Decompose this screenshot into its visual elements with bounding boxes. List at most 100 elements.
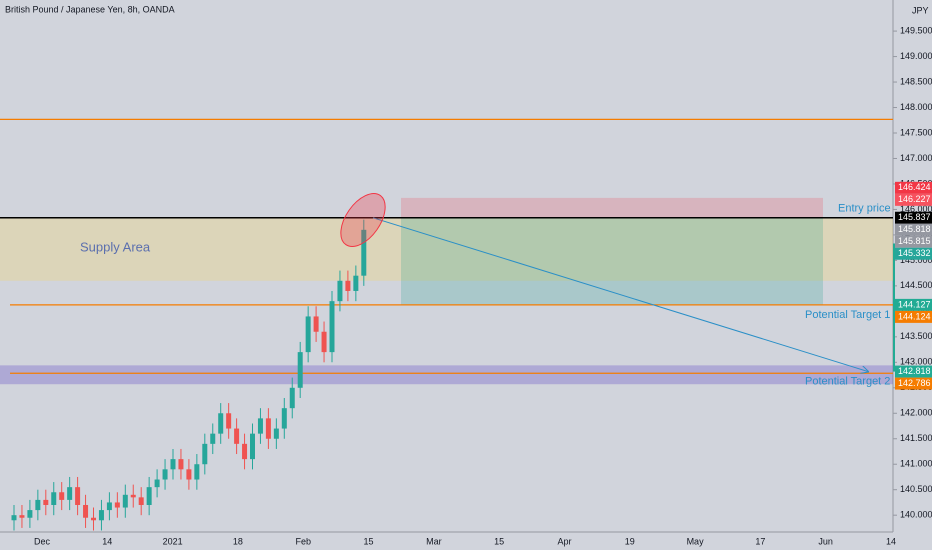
target-label: Potential Target 2	[805, 375, 890, 387]
price-label-bg	[895, 181, 932, 194]
price-label: 145.837	[898, 212, 931, 222]
x-tick-label: 15	[494, 536, 504, 546]
price-label: 145.818	[898, 224, 931, 234]
y-tick-label: 140.000	[900, 510, 932, 520]
candle-body	[321, 331, 327, 353]
y-tick-label: 141.000	[900, 459, 932, 469]
candle-body	[146, 487, 152, 505]
y-tick-label: 149.000	[900, 51, 932, 61]
price-label-bg	[895, 365, 932, 378]
highlight-ellipse	[340, 193, 386, 247]
candle-body	[353, 275, 359, 291]
candle-body	[250, 433, 255, 460]
target-label: Potential Target 1	[805, 309, 890, 321]
candle-body	[281, 408, 287, 429]
candle-body	[43, 499, 49, 505]
candle-body	[218, 413, 224, 434]
candle-body	[114, 502, 120, 508]
target-zone	[0, 365, 893, 385]
price-label: 144.124	[898, 311, 931, 321]
candle-body	[162, 469, 168, 480]
y-tick-label: 143.500	[900, 331, 932, 341]
y-tick-label: 145.000	[900, 255, 932, 265]
candle-body	[313, 316, 319, 332]
price-label-bg	[895, 310, 932, 323]
candle-body	[130, 494, 136, 498]
candle-body	[75, 487, 81, 505]
candle-body	[51, 492, 57, 505]
reward-box	[401, 217, 823, 305]
y-tick-label: 148.500	[900, 76, 932, 86]
x-tick-label: Dec	[34, 536, 51, 546]
candle-body	[122, 494, 128, 508]
candle-body	[35, 499, 41, 511]
x-tick-label: Feb	[295, 536, 311, 546]
candle-body	[138, 497, 144, 505]
candle-body	[186, 469, 192, 480]
y-tick-label: 144.500	[900, 280, 932, 290]
supply-zone	[0, 217, 893, 281]
candle-body	[210, 433, 216, 444]
candle-body	[11, 515, 17, 521]
x-tick-label: 14	[886, 536, 896, 546]
candle-body	[91, 517, 96, 521]
x-tick-label: 15	[364, 536, 374, 546]
y-tick-label: 142.000	[900, 408, 932, 418]
x-tick-label: Jun	[818, 536, 833, 546]
candle-body	[202, 443, 208, 465]
candle-body	[83, 504, 89, 518]
price-label: 144.127	[898, 299, 931, 309]
price-label-bg	[895, 298, 932, 311]
price-label: 145.332	[898, 248, 931, 258]
price-label-bg	[895, 377, 932, 390]
price-label-bg	[895, 211, 932, 224]
candle-body	[27, 510, 33, 518]
x-tick-label: 18	[233, 536, 243, 546]
candle-body	[226, 413, 232, 429]
position-range	[893, 243, 895, 372]
x-tick-label: 2021	[163, 536, 183, 546]
y-tick-label: 149.500	[900, 25, 932, 35]
candle-body	[170, 459, 176, 470]
y-tick-label: 143.000	[900, 357, 932, 367]
y-tick-label: 146.000	[900, 204, 932, 214]
candle-body	[178, 459, 184, 470]
price-label: 146.424	[898, 182, 931, 192]
price-label: 142.818	[898, 366, 931, 376]
candle-body	[329, 301, 335, 353]
currency: JPY	[912, 5, 929, 15]
candle-body	[98, 510, 104, 521]
price-label-bg	[895, 193, 932, 206]
candle-body	[242, 443, 248, 460]
x-tick-label: May	[687, 536, 705, 546]
candle-body	[19, 515, 25, 518]
projection-arrow	[372, 217, 868, 372]
x-tick-label: 17	[755, 536, 765, 546]
candle-body	[345, 280, 351, 291]
y-tick-label: 140.500	[900, 484, 932, 494]
candle-body	[337, 280, 343, 302]
price-label: 145.815	[898, 236, 931, 246]
candle-body	[194, 464, 200, 480]
candle-body	[59, 492, 65, 500]
price-label: 146.227	[898, 194, 931, 204]
y-tick-label: 147.000	[900, 153, 932, 163]
candle-body	[257, 418, 263, 434]
price-label-bg	[895, 223, 932, 236]
x-tick-label: Mar	[426, 536, 442, 546]
entry-label: Entry price	[838, 203, 891, 215]
candle-body	[154, 479, 160, 488]
candle-body	[361, 229, 367, 276]
y-tick-label: 148.000	[900, 102, 932, 112]
price-label-bg	[895, 235, 932, 248]
candle-body	[106, 502, 112, 511]
y-tick-label: 141.500	[900, 433, 932, 443]
price-label-bg	[895, 247, 932, 260]
symbol-title: British Pound / Japanese Yen, 8h, OANDA	[5, 4, 175, 14]
supply-label: Supply Area	[80, 239, 151, 254]
candle-body	[289, 387, 295, 409]
x-tick-label: 14	[102, 536, 112, 546]
x-tick-label: Apr	[557, 536, 571, 546]
